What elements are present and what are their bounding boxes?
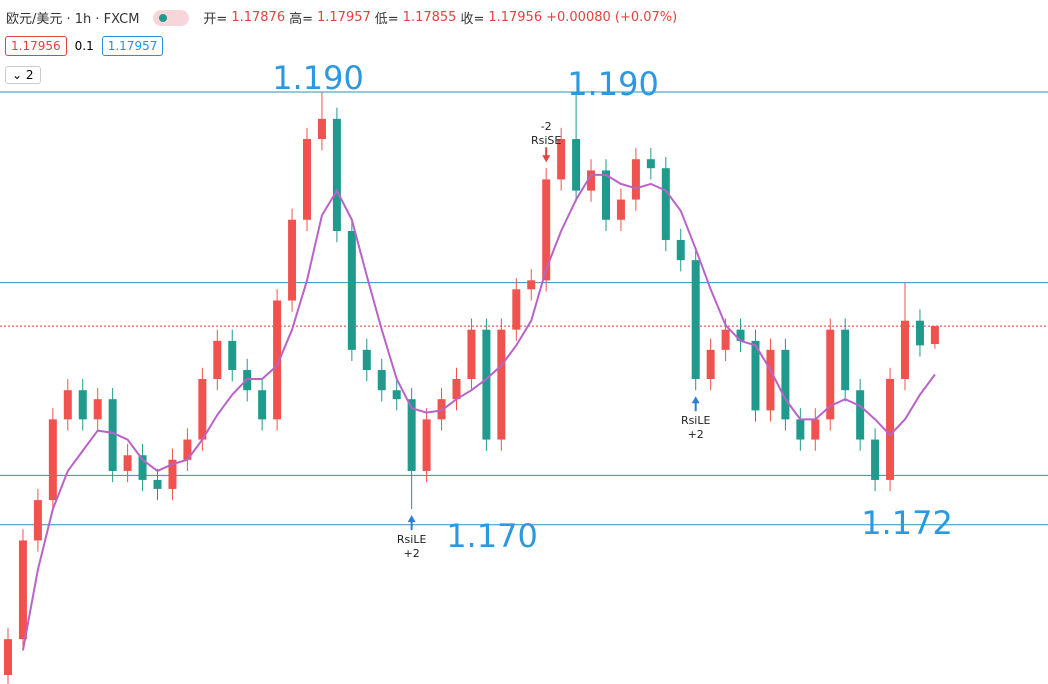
candle-body: [661, 168, 670, 240]
candle-body: [572, 139, 581, 191]
buy-button[interactable]: 1.17957: [101, 36, 164, 56]
candle-body: [691, 260, 700, 380]
toggle[interactable]: [153, 9, 190, 26]
candle-body: [452, 379, 461, 400]
candle-body: [796, 419, 805, 440]
candle-body: [616, 199, 625, 220]
candle-body: [228, 340, 237, 371]
candle-body: [317, 118, 326, 140]
candle-body: [901, 320, 909, 380]
candle-body: [377, 370, 386, 391]
trade-bar: 1.17956 0.1 1.17957: [5, 36, 164, 56]
candle-body: [631, 159, 640, 200]
candle-body: [557, 139, 566, 180]
candle-body: [347, 230, 356, 350]
change: +0.00080 (+0.07%): [546, 10, 678, 25]
symbol[interactable]: 欧元/美元 · 1h · FXCM: [6, 12, 140, 27]
signal-arrow: [542, 147, 551, 163]
candle-body: [123, 455, 132, 471]
level-annotation: 1.190: [272, 59, 364, 97]
collapse-button[interactable]: ⌄ 2: [5, 66, 41, 84]
sell-button[interactable]: 1.17956: [5, 36, 67, 56]
candle-body: [93, 399, 102, 420]
candle-body: [676, 239, 685, 261]
candle-body: [467, 329, 476, 380]
header: 欧元/美元 · 1h · FXCM 开= 1.17876 高= 1.17957 低=…: [6, 8, 677, 27]
close: 1.17956: [488, 10, 543, 25]
signal-label: RsiLE: [681, 414, 711, 427]
candle-body: [332, 118, 341, 231]
level-annotation: 1.190: [567, 65, 659, 103]
candle-body: [871, 439, 880, 480]
candle-body: [153, 479, 162, 489]
candle-body: [721, 329, 730, 350]
level-annotation: 1.172: [861, 504, 953, 542]
candle-body: [288, 219, 297, 301]
candle-body: [198, 379, 207, 440]
signal-label: RsiSE: [531, 134, 561, 147]
candle-body: [781, 349, 790, 420]
level-annotation: 1.170: [446, 517, 538, 555]
candle-body: [841, 329, 850, 391]
candle-body: [915, 320, 924, 346]
candle-body: [706, 349, 715, 380]
signal-qty: +2: [688, 428, 704, 441]
low: 1.17855: [402, 10, 457, 25]
collapse-count: 2: [25, 68, 34, 82]
candle-body: [766, 349, 775, 411]
candle-body: [33, 500, 42, 541]
candle-body: [856, 390, 865, 440]
candle-body: [258, 390, 267, 420]
candle-body: [886, 379, 895, 480]
spread: 0.1: [74, 39, 94, 53]
low-label: 低=: [374, 12, 399, 27]
candle-body: [48, 419, 57, 501]
candle-body: [646, 159, 655, 169]
candle-body: [407, 399, 416, 471]
high-label: 高=: [289, 12, 313, 27]
open: 1.17876: [231, 10, 286, 25]
candle-body: [826, 329, 835, 420]
candle-body: [736, 329, 745, 341]
close-label: 收=: [460, 12, 485, 27]
moving-average: [21, 173, 936, 651]
high: 1.17957: [317, 10, 371, 25]
candle-body: [482, 329, 491, 440]
open-label: 开=: [203, 12, 228, 27]
candle-body: [512, 289, 521, 330]
candle-body: [138, 455, 147, 480]
candle-body: [497, 329, 506, 440]
candle-body: [751, 340, 760, 411]
candle-body: [168, 459, 177, 489]
candle-body: [213, 340, 222, 380]
candle-body: [542, 179, 551, 281]
signal-arrow: [407, 515, 416, 531]
candle-body: [4, 639, 12, 676]
candle-body: [273, 300, 282, 420]
signal-qty: -2: [541, 120, 552, 133]
signal-qty: +2: [404, 547, 420, 560]
candle-body: [183, 439, 192, 460]
signal-arrow: [691, 396, 700, 412]
candle-body: [602, 170, 610, 220]
candle-body: [930, 326, 939, 345]
candle-body: [362, 349, 371, 371]
candle-body: [63, 390, 72, 420]
candle-body: [18, 540, 27, 640]
candle-body: [587, 170, 596, 191]
candle-body: [422, 419, 431, 471]
candle-body: [78, 390, 87, 420]
candle-body: [811, 419, 820, 440]
candle-body: [527, 280, 536, 290]
candle-body: [392, 390, 401, 400]
signal-label: RsiLE: [397, 533, 427, 546]
candle-body: [108, 399, 117, 471]
candle-body: [303, 139, 311, 220]
